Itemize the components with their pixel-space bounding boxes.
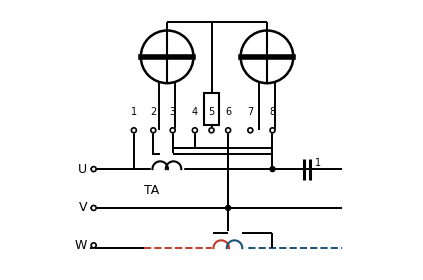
Circle shape xyxy=(91,243,96,248)
Text: 6: 6 xyxy=(225,107,231,117)
Circle shape xyxy=(225,128,231,133)
Circle shape xyxy=(270,167,275,172)
Circle shape xyxy=(132,128,136,133)
Circle shape xyxy=(91,167,96,172)
Circle shape xyxy=(91,206,96,210)
Circle shape xyxy=(192,128,198,133)
Bar xyxy=(212,238,244,249)
Text: TA: TA xyxy=(144,184,159,197)
Text: 1: 1 xyxy=(315,158,321,168)
Text: 5: 5 xyxy=(209,107,214,117)
Circle shape xyxy=(209,128,214,133)
Text: 7: 7 xyxy=(247,107,253,117)
Text: W: W xyxy=(75,239,87,252)
Text: 1: 1 xyxy=(131,107,137,117)
Text: U: U xyxy=(78,163,87,176)
Circle shape xyxy=(270,128,275,133)
Circle shape xyxy=(151,128,156,133)
Text: 3: 3 xyxy=(170,107,176,117)
Circle shape xyxy=(225,206,231,210)
Bar xyxy=(204,93,219,125)
Text: V: V xyxy=(79,201,87,214)
Bar xyxy=(151,159,183,170)
Text: 4: 4 xyxy=(192,107,198,117)
Text: 8: 8 xyxy=(269,107,275,117)
Circle shape xyxy=(248,128,253,133)
Text: 2: 2 xyxy=(150,107,157,117)
Circle shape xyxy=(170,128,175,133)
